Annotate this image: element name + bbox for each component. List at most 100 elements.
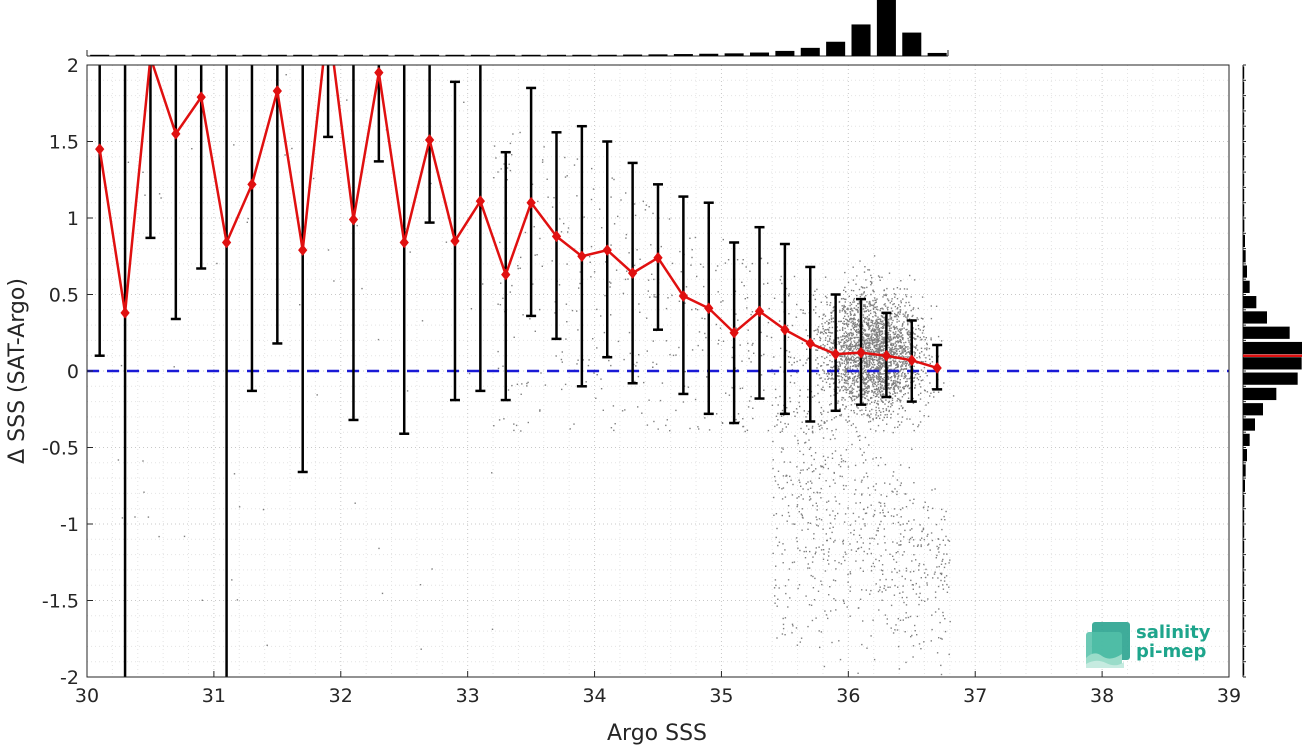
scatter-point	[844, 382, 846, 384]
scatter-point	[871, 321, 873, 324]
scatter-point	[877, 530, 879, 532]
scatter-point	[841, 359, 843, 361]
scatter-point	[876, 328, 878, 330]
scatter-point	[931, 356, 933, 358]
scatter-point	[872, 366, 874, 368]
scatter-point	[854, 364, 856, 366]
scatter-point	[117, 459, 120, 461]
scatter-point	[843, 304, 845, 307]
scatter-point	[863, 304, 865, 306]
scatter-point	[874, 311, 876, 313]
scatter-point	[940, 637, 942, 640]
scatter-point	[590, 198, 593, 201]
scatter-point	[856, 413, 858, 415]
scatter-point	[878, 358, 881, 361]
scatter-point	[837, 341, 840, 343]
scatter-point	[873, 388, 876, 391]
scatter-point	[704, 332, 706, 335]
scatter-point	[925, 372, 927, 374]
scatter-point	[879, 414, 882, 416]
scatter-point	[879, 502, 882, 504]
scatter-point	[666, 419, 668, 421]
scatter-point	[820, 377, 822, 379]
scatter-point	[875, 534, 877, 536]
scatter-point	[851, 400, 853, 402]
scatter-point	[888, 382, 890, 385]
scatter-point	[767, 429, 770, 432]
right-histogram-bar	[1243, 602, 1245, 615]
scatter-point	[831, 377, 833, 379]
scatter-point	[850, 532, 852, 534]
scatter-point	[847, 363, 849, 365]
scatter-point	[747, 329, 749, 331]
scatter-point	[847, 388, 849, 391]
top-histogram-bar	[318, 54, 338, 56]
scatter-point	[844, 380, 847, 382]
scatter-point	[893, 348, 895, 351]
scatter-point	[689, 237, 691, 239]
scatter-point	[859, 409, 861, 412]
scatter-point	[927, 506, 929, 508]
scatter-point	[915, 328, 917, 331]
scatter-point	[865, 383, 868, 385]
scatter-point	[897, 364, 899, 366]
scatter-point	[876, 385, 878, 387]
scatter-point	[841, 386, 843, 388]
scatter-point	[847, 378, 850, 380]
scatter-point	[593, 372, 595, 374]
scatter-point	[506, 179, 508, 181]
scatter-point	[862, 336, 864, 338]
scatter-point	[903, 375, 906, 377]
scatter-point	[929, 549, 931, 551]
scatter-point	[892, 359, 894, 361]
scatter-point	[820, 549, 823, 551]
scatter-point	[847, 373, 849, 375]
scatter-point	[848, 359, 850, 361]
scatter-point	[644, 209, 647, 211]
scatter-point	[665, 340, 668, 342]
scatter-point	[894, 385, 896, 388]
scatter-point	[742, 425, 745, 428]
scatter-point	[880, 321, 882, 323]
scatter-point	[861, 493, 863, 495]
scatter-point	[842, 599, 845, 601]
scatter-point	[882, 322, 885, 325]
scatter-point	[925, 568, 927, 571]
scatter-point	[866, 323, 869, 326]
scatter-point	[907, 315, 909, 318]
scatter-point	[120, 364, 123, 367]
scatter-point	[857, 394, 860, 396]
scatter-point	[786, 481, 788, 484]
scatter-point	[891, 344, 893, 347]
scatter-point	[788, 351, 791, 353]
scatter-point	[896, 490, 898, 493]
scatter-point	[913, 554, 915, 556]
mean-marker	[424, 134, 435, 146]
scatter-point	[850, 341, 852, 343]
scatter-point	[907, 397, 910, 399]
scatter-point	[831, 342, 833, 344]
scatter-point	[576, 363, 578, 365]
scatter-point	[873, 538, 875, 540]
scatter-point	[943, 566, 946, 569]
scatter-point	[879, 388, 882, 390]
scatter-point	[879, 365, 881, 368]
scatter-point	[877, 326, 880, 328]
scatter-point	[872, 377, 875, 379]
scatter-point	[819, 332, 822, 334]
scatter-point	[820, 388, 823, 390]
scatter-point	[913, 365, 915, 367]
scatter-point	[888, 351, 890, 353]
scatter-point	[853, 314, 855, 317]
scatter-point	[862, 339, 864, 341]
scatter-point	[908, 334, 910, 336]
scatter-point	[819, 492, 821, 494]
scatter-point	[897, 371, 900, 373]
scatter-point	[653, 420, 655, 423]
scatter-point	[822, 328, 824, 330]
scatter-point	[846, 339, 848, 341]
scatter-point	[802, 469, 804, 471]
scatter-point	[880, 398, 882, 400]
scatter-point	[746, 297, 749, 299]
scatter-point	[832, 321, 835, 323]
